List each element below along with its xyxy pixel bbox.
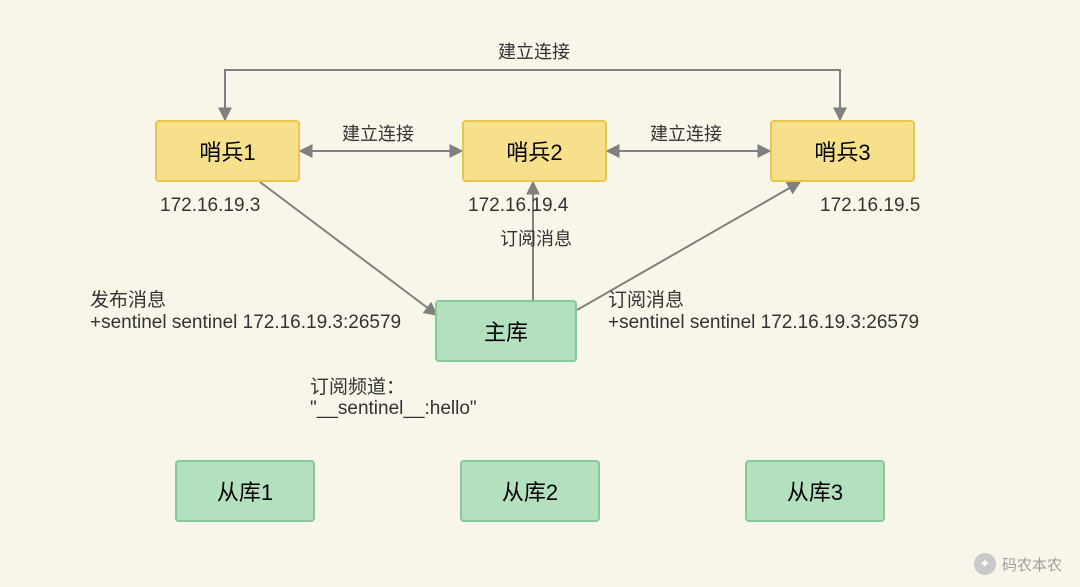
node-label: 从库2 <box>502 475 558 507</box>
node-label: 哨兵1 <box>199 135 255 167</box>
node-slave3: 从库3 <box>745 460 885 522</box>
label-ip1: 172.16.19.3 <box>160 195 260 217</box>
node-sentinel1: 哨兵1 <box>155 120 300 182</box>
edge-label-e_s1_s3_top: 建立连接 <box>498 38 570 64</box>
node-sentinel2: 哨兵2 <box>462 120 607 182</box>
node-master: 主库 <box>435 300 577 362</box>
label-ip2: 172.16.19.4 <box>468 195 568 217</box>
watermark: ✦ 码农本农 <box>974 553 1062 575</box>
label-sub1: 订阅消息 <box>608 285 684 312</box>
edge-label-e_s2_s3: 建立连接 <box>650 120 722 146</box>
wechat-icon: ✦ <box>974 553 996 575</box>
label-chan1: 订阅频道： <box>310 372 405 399</box>
edge-e_s1_master <box>260 182 437 315</box>
node-slave1: 从库1 <box>175 460 315 522</box>
label-pub2: +sentinel sentinel 172.16.19.3:26579 <box>90 312 401 334</box>
label-chan2: "__sentinel__:hello" <box>310 398 477 420</box>
label-sub2: +sentinel sentinel 172.16.19.3:26579 <box>608 312 919 334</box>
node-sentinel3: 哨兵3 <box>770 120 915 182</box>
watermark-text: 码农本农 <box>1002 554 1062 575</box>
node-label: 从库1 <box>217 475 273 507</box>
edge-label-e_s1_s2: 建立连接 <box>342 120 414 146</box>
label-ip3: 172.16.19.5 <box>820 195 920 217</box>
node-label: 哨兵3 <box>814 135 870 167</box>
node-label: 主库 <box>484 315 528 347</box>
node-label: 哨兵2 <box>506 135 562 167</box>
edge-e_s1_s3_top <box>225 70 840 120</box>
label-pub1: 发布消息 <box>90 285 166 312</box>
edge-label-e_master_s2: 订阅消息 <box>500 225 572 251</box>
node-label: 从库3 <box>787 475 843 507</box>
node-slave2: 从库2 <box>460 460 600 522</box>
